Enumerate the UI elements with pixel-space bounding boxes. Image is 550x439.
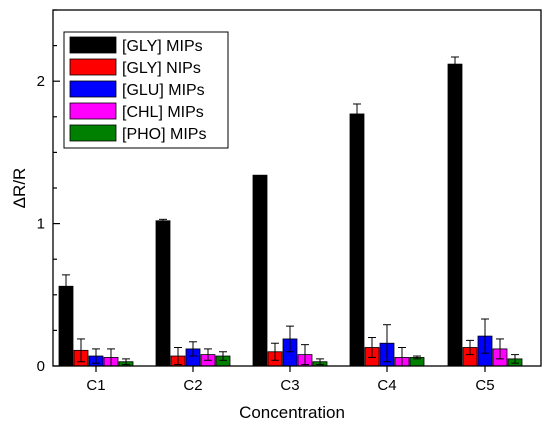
x-tick-label: C1 — [86, 377, 105, 394]
y-tick-label: 2 — [37, 73, 45, 90]
legend-swatch — [69, 58, 117, 76]
error-bar-c4-series-0 — [353, 103, 361, 125]
axes-layer: 0 1 2 C1 C2 C3 C4 C5 — [37, 9, 495, 394]
legend: [GLY] MIPs [GLY] NIPs [GLU] MIPs [CHL] MIPs… — [63, 31, 229, 149]
legend-swatch — [69, 36, 117, 54]
legend-label: [GLU] MIPs — [122, 82, 205, 99]
error-bar-c3-series-3 — [301, 344, 309, 366]
bar-c2-series-0 — [155, 220, 171, 367]
error-bar-c5-series-4 — [511, 354, 519, 364]
error-bar-c2-series-3 — [204, 348, 212, 361]
bar-c4-series-0 — [349, 113, 365, 367]
error-bar-c4-series-4 — [413, 355, 421, 360]
error-bar-c3-series-4 — [316, 358, 324, 366]
legend-label: [PHO] MIPs — [122, 126, 206, 143]
y-tick-label: 1 — [37, 216, 45, 233]
error-bar-c5-series-3 — [496, 338, 504, 360]
bar-c1-series-0 — [58, 285, 74, 367]
error-bar-c5-series-1 — [466, 339, 474, 356]
error-bar-c2-series-4 — [219, 351, 227, 361]
error-bar-c5-series-0 — [451, 56, 459, 72]
bars-layer — [58, 63, 523, 367]
x-tick-label: C2 — [183, 377, 202, 394]
legend-swatch — [69, 124, 117, 142]
y-axis-title: ΔR/R — [10, 168, 29, 209]
error-bar-c1-series-2 — [92, 348, 100, 364]
y-tick-label: 0 — [37, 358, 45, 375]
bar-c5-series-0 — [447, 63, 463, 367]
x-tick-label: C5 — [475, 377, 494, 394]
x-tick-label: C3 — [280, 377, 299, 394]
error-bars-layer — [62, 56, 519, 367]
bar-c3-series-0 — [252, 174, 268, 367]
error-bar-c1-series-0 — [62, 274, 70, 299]
legend-label: [GLY] NIPs — [122, 60, 201, 77]
error-bar-c2-series-2 — [189, 341, 197, 357]
legend-swatch — [69, 80, 117, 98]
error-bar-c2-series-0 — [159, 218, 167, 223]
error-bar-c4-series-1 — [368, 337, 376, 358]
error-bar-c1-series-4 — [122, 358, 130, 366]
x-tick-label: C4 — [377, 377, 396, 394]
error-bar-c2-series-1 — [174, 346, 182, 366]
legend-label: [GLY] MIPs — [122, 38, 203, 55]
error-bar-c3-series-1 — [271, 342, 279, 361]
error-bar-c3-series-2 — [286, 325, 294, 353]
legend-swatch — [69, 102, 117, 120]
error-bar-c5-series-2 — [481, 318, 489, 354]
error-bar-c1-series-1 — [77, 338, 85, 363]
error-bar-c4-series-2 — [383, 324, 391, 363]
x-axis-title: Concentration — [239, 403, 345, 422]
legend-label: [CHL] MIPs — [122, 104, 204, 121]
